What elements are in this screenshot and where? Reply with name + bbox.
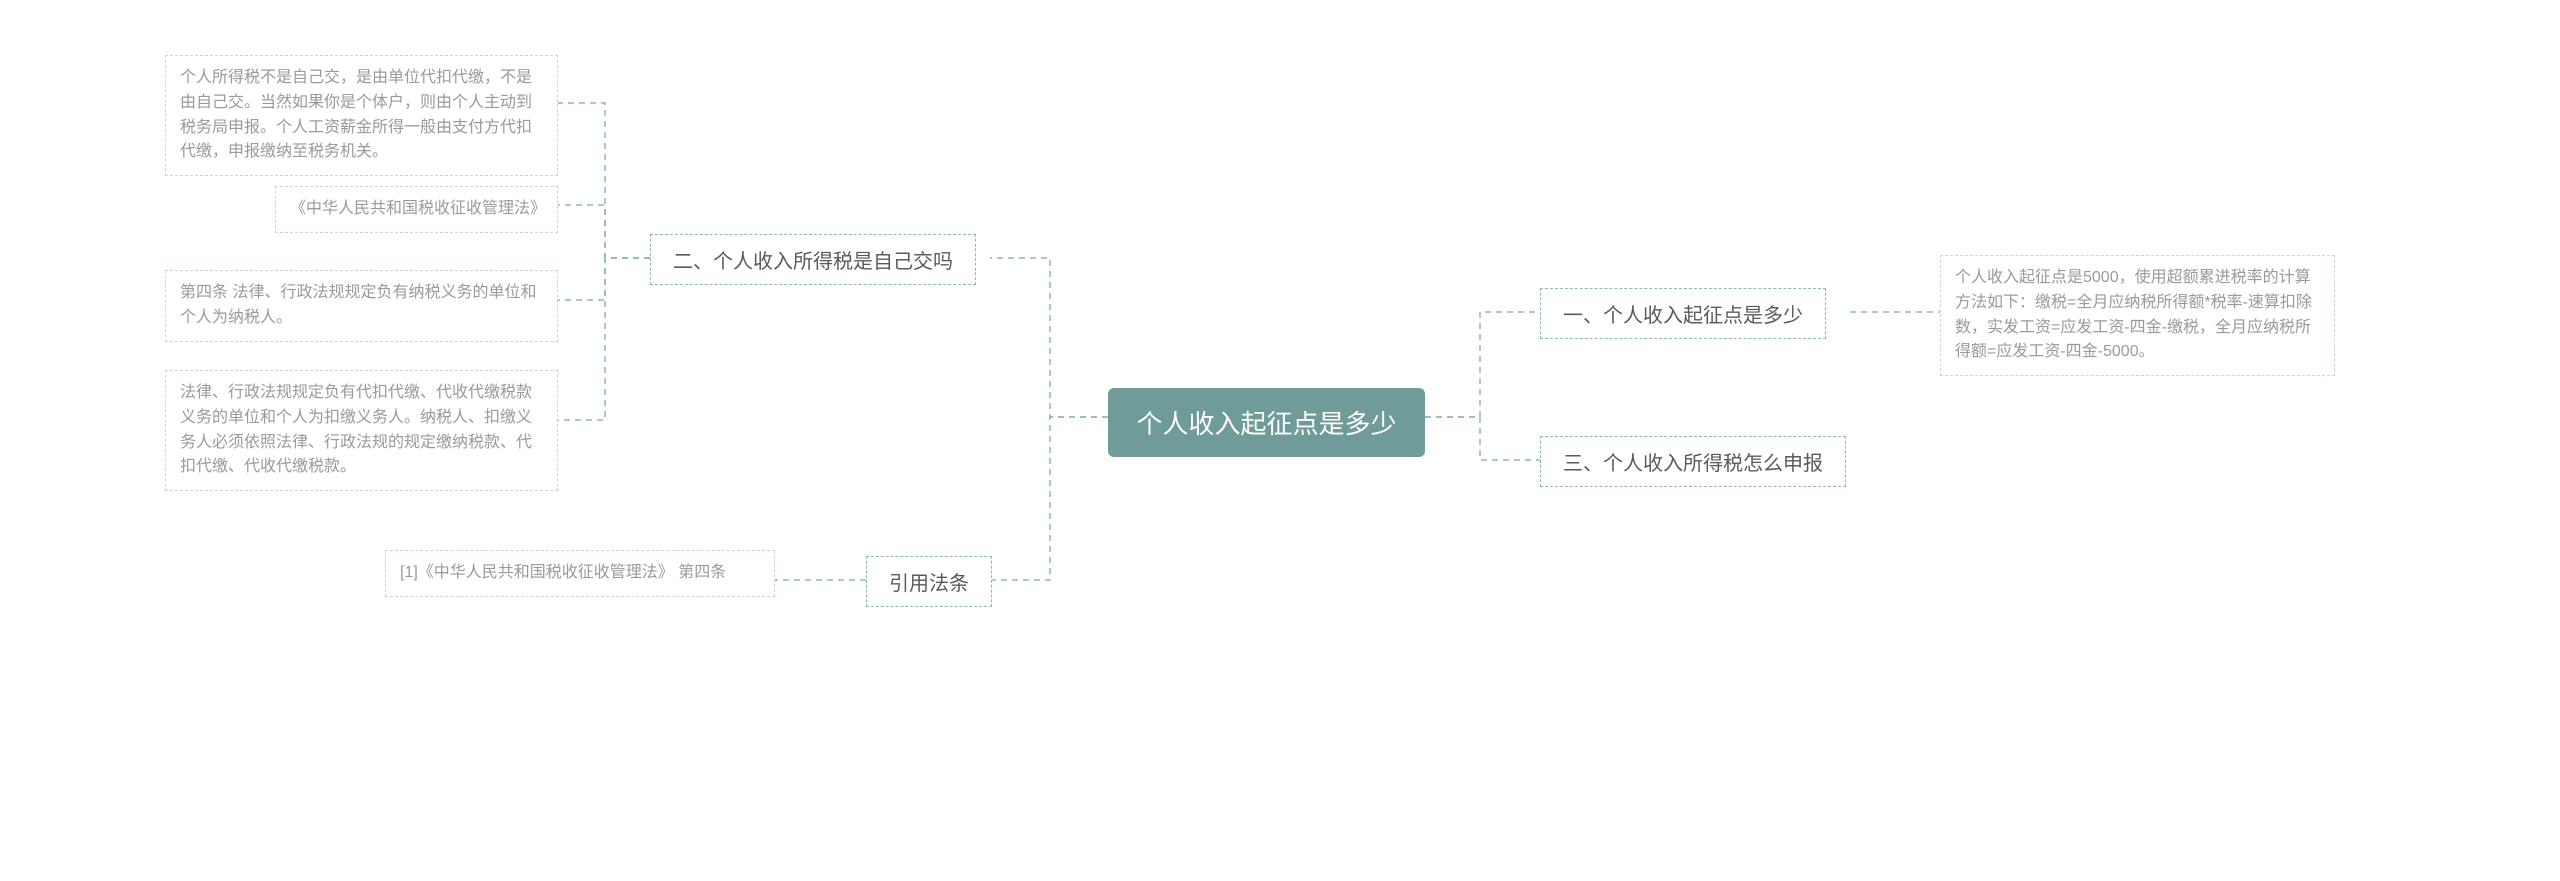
- branch-node-1[interactable]: 一、个人收入起征点是多少: [1540, 288, 1826, 339]
- leaf-b2-1-text: 个人所得税不是自己交，是由单位代扣代缴，不是由自己交。当然如果你是个体户，则由个…: [180, 69, 532, 160]
- branch-node-3[interactable]: 三、个人收入所得税怎么申报: [1540, 436, 1846, 487]
- leaf-node-b2-4[interactable]: 法律、行政法规规定负有代扣代缴、代收代缴税款义务的单位和个人为扣缴义务人。纳税人…: [165, 370, 558, 491]
- leaf-b1-1-text: 个人收入起征点是5000，使用超额累进税率的计算方法如下：缴税=全月应纳税所得额…: [1955, 269, 2312, 360]
- branch-1-label: 一、个人收入起征点是多少: [1563, 305, 1803, 327]
- branch-node-4[interactable]: 引用法条: [866, 556, 992, 607]
- leaf-b2-4-text: 法律、行政法规规定负有代扣代缴、代收代缴税款义务的单位和个人为扣缴义务人。纳税人…: [180, 384, 532, 475]
- leaf-b2-2-text: 《中华人民共和国税收征收管理法》: [290, 200, 546, 217]
- branch-4-label: 引用法条: [889, 573, 969, 595]
- branch-2-label: 二、个人收入所得税是自己交吗: [673, 251, 953, 273]
- branch-3-label: 三、个人收入所得税怎么申报: [1563, 453, 1823, 475]
- branch-node-2[interactable]: 二、个人收入所得税是自己交吗: [650, 234, 976, 285]
- leaf-node-b1-1[interactable]: 个人收入起征点是5000，使用超额累进税率的计算方法如下：缴税=全月应纳税所得额…: [1940, 255, 2335, 376]
- root-label: 个人收入起征点是多少: [1136, 409, 1396, 439]
- leaf-b4-1-text: [1]《中华人民共和国税收征收管理法》 第四条: [400, 564, 726, 581]
- leaf-node-b2-3[interactable]: 第四条 法律、行政法规规定负有纳税义务的单位和个人为纳税人。: [165, 270, 558, 342]
- leaf-b2-3-text: 第四条 法律、行政法规规定负有纳税义务的单位和个人为纳税人。: [180, 284, 536, 326]
- leaf-node-b2-2[interactable]: 《中华人民共和国税收征收管理法》: [275, 186, 558, 233]
- leaf-node-b2-1[interactable]: 个人所得税不是自己交，是由单位代扣代缴，不是由自己交。当然如果你是个体户，则由个…: [165, 55, 558, 176]
- leaf-node-b4-1[interactable]: [1]《中华人民共和国税收征收管理法》 第四条: [385, 550, 775, 597]
- mindmap-root[interactable]: 个人收入起征点是多少: [1108, 388, 1425, 457]
